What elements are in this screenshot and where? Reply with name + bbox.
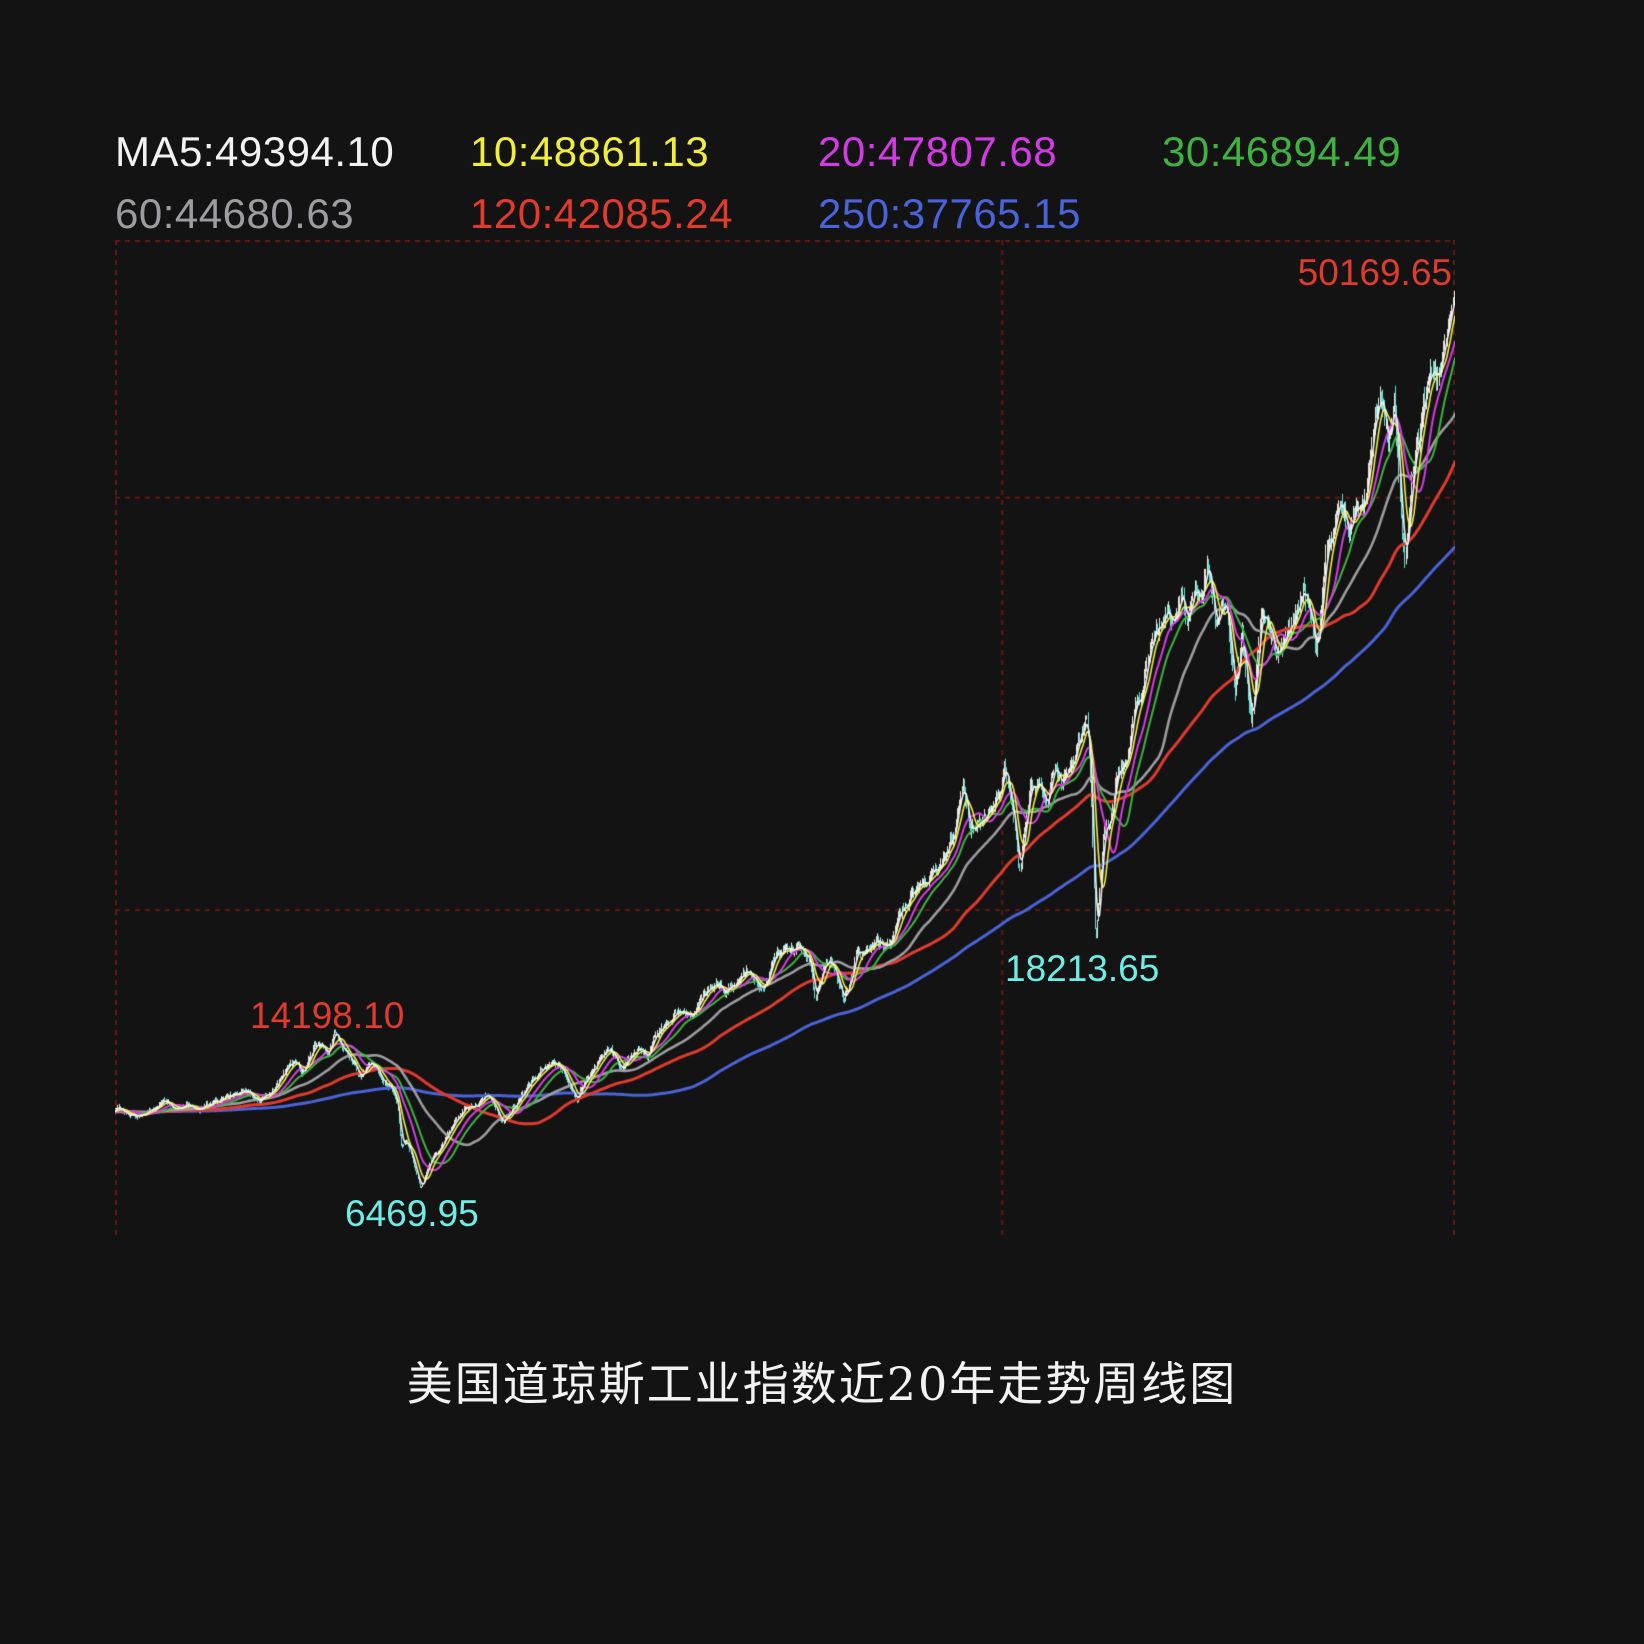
price-annotation: 18213.65 [1005,948,1160,989]
chart-caption: 美国道琼斯工业指数近20年走势周线图 [406,1357,1238,1411]
ma10-legend-label: 10:48861.13 [470,128,710,175]
ma20-legend-label: 20:47807.68 [818,128,1058,175]
ma250-legend-label: 250:37765.15 [818,190,1081,237]
ma120-legend-label: 120:42085.24 [470,190,733,237]
ma5-legend-label: MA5:49394.10 [115,128,395,175]
ma30-legend-label: 30:46894.49 [1162,128,1402,175]
price-annotation: 14198.10 [250,995,405,1036]
price-annotation: 6469.95 [345,1193,479,1234]
ma60-legend-label: 60:44680.63 [115,190,355,237]
chart-canvas[interactable] [115,240,1455,1240]
price-annotation: 50169.65 [1297,252,1452,293]
